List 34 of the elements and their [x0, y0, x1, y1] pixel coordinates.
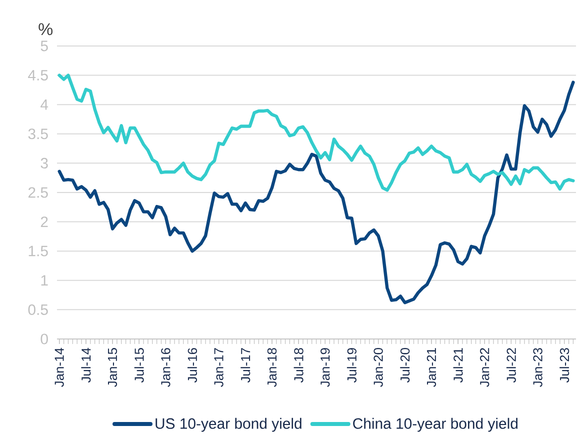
y-tick-label: 1 [41, 275, 48, 286]
y-tick-label: 0 [40, 334, 48, 344]
x-tick-label: Jul-23 [560, 348, 570, 383]
x-tick-label: Jul-17 [240, 348, 250, 383]
x-tick-label: Jan-19 [320, 348, 330, 387]
x-tick-label: Jan-17 [214, 348, 224, 387]
y-tick-label: 3 [40, 158, 48, 168]
y-axis-title: % [38, 23, 53, 36]
y-tick-label: 2 [40, 216, 48, 227]
x-tick-label: Jul-22 [506, 348, 516, 383]
x-tick-label: Jul-20 [400, 348, 410, 383]
y-tick-label: 2.5 [28, 187, 48, 198]
x-tick-label: Jan-16 [161, 348, 170, 387]
x-tick-label: Jul-18 [294, 348, 304, 383]
x-tick-label: Jul-15 [134, 348, 144, 383]
y-tick-label: 3.5 [28, 128, 48, 140]
x-tick-label: Jul-14 [81, 348, 91, 383]
y-tick-label: 1.5 [28, 246, 48, 256]
legend-label: China 10-year bond yield [353, 418, 518, 432]
x-tick-label: Jul-19 [346, 348, 356, 383]
x-tick-label: Jan-18 [267, 348, 277, 387]
x-tick-label: Jan-22 [480, 348, 490, 387]
y-tick-label: 5 [40, 40, 48, 52]
x-tick-label: Jul-21 [453, 348, 463, 383]
x-tick-label: Jan-23 [533, 348, 542, 387]
x-tick-label: Jan-21 [426, 348, 436, 387]
y-tick-label: 0.5 [28, 304, 48, 315]
y-tick-label: 4 [40, 99, 48, 110]
x-tick-label: Jan-14 [54, 348, 64, 387]
x-tick-label: Jan-20 [374, 348, 383, 387]
legend-label: US 10-year bond yield [156, 418, 302, 432]
x-tick-label: Jan-15 [108, 348, 118, 387]
y-tick-label: 4.5 [28, 70, 48, 80]
x-tick-label: Jul-16 [187, 348, 198, 383]
